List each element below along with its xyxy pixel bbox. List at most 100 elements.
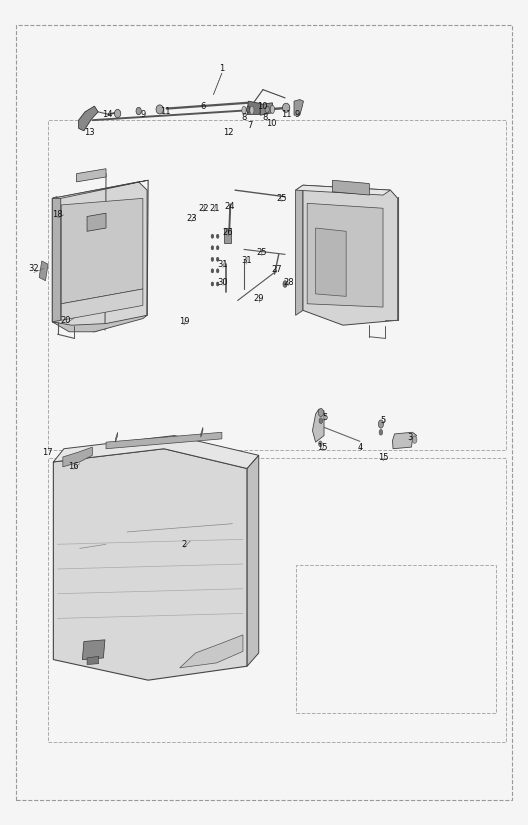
Ellipse shape: [216, 234, 219, 238]
Text: 9: 9: [295, 110, 300, 119]
Polygon shape: [77, 168, 106, 182]
Text: 8: 8: [241, 113, 247, 122]
Text: 8: 8: [262, 113, 268, 122]
Text: 10: 10: [257, 101, 267, 111]
Polygon shape: [316, 228, 346, 296]
Bar: [48, 458, 506, 742]
Text: 3: 3: [408, 432, 413, 441]
Polygon shape: [52, 182, 147, 332]
Polygon shape: [53, 449, 247, 680]
Text: 11: 11: [160, 106, 170, 116]
Text: 28: 28: [284, 278, 294, 287]
Ellipse shape: [216, 257, 219, 262]
Text: 21: 21: [209, 204, 220, 213]
Ellipse shape: [412, 436, 417, 443]
Ellipse shape: [379, 429, 383, 435]
Polygon shape: [52, 315, 147, 332]
Ellipse shape: [319, 417, 323, 423]
Ellipse shape: [247, 106, 250, 113]
Text: 19: 19: [178, 318, 189, 327]
Text: 13: 13: [84, 128, 95, 137]
Text: 7: 7: [248, 121, 253, 130]
Text: 22: 22: [198, 204, 209, 213]
Text: 20: 20: [61, 316, 71, 325]
Text: 18: 18: [52, 210, 63, 219]
Text: 10: 10: [266, 119, 277, 128]
Ellipse shape: [283, 280, 287, 287]
Ellipse shape: [216, 282, 219, 286]
Polygon shape: [116, 432, 118, 442]
Polygon shape: [79, 106, 98, 131]
Polygon shape: [61, 289, 143, 320]
Ellipse shape: [216, 246, 219, 250]
Text: 14: 14: [102, 110, 112, 119]
Ellipse shape: [270, 106, 275, 114]
Polygon shape: [201, 427, 203, 437]
Text: 1: 1: [219, 64, 224, 73]
Text: 29: 29: [253, 295, 264, 304]
Polygon shape: [52, 196, 61, 322]
Ellipse shape: [211, 234, 214, 238]
Text: 27: 27: [271, 265, 282, 274]
Text: 24: 24: [224, 202, 234, 211]
Ellipse shape: [318, 441, 322, 446]
Ellipse shape: [265, 106, 269, 113]
Polygon shape: [313, 409, 324, 442]
Polygon shape: [247, 101, 261, 115]
Bar: [48, 120, 506, 450]
Polygon shape: [63, 447, 92, 467]
Polygon shape: [307, 203, 383, 307]
Text: 32: 32: [29, 264, 39, 273]
Text: 26: 26: [223, 229, 233, 238]
Text: 25: 25: [277, 194, 287, 203]
Text: 6: 6: [201, 101, 206, 111]
Polygon shape: [82, 640, 105, 659]
Polygon shape: [303, 185, 398, 325]
Polygon shape: [224, 228, 231, 243]
Text: 5: 5: [380, 417, 385, 425]
Polygon shape: [53, 436, 259, 469]
Polygon shape: [260, 103, 272, 116]
Text: 9: 9: [140, 110, 146, 119]
Text: 23: 23: [186, 214, 196, 223]
Text: 4: 4: [357, 442, 362, 451]
Polygon shape: [39, 261, 48, 280]
Polygon shape: [296, 185, 390, 195]
Text: 30: 30: [218, 278, 228, 287]
Text: 31: 31: [218, 260, 228, 269]
Ellipse shape: [156, 105, 164, 114]
Bar: [296, 565, 496, 713]
Text: 11: 11: [281, 110, 291, 119]
Text: 15: 15: [317, 442, 327, 451]
Ellipse shape: [211, 269, 214, 273]
Ellipse shape: [136, 107, 142, 115]
Polygon shape: [87, 213, 106, 231]
Ellipse shape: [211, 257, 214, 262]
Text: 17: 17: [42, 447, 52, 456]
Polygon shape: [392, 432, 417, 449]
Polygon shape: [52, 180, 148, 198]
Polygon shape: [106, 432, 222, 449]
Polygon shape: [294, 100, 304, 116]
Ellipse shape: [216, 269, 219, 273]
Polygon shape: [296, 185, 303, 315]
Text: 16: 16: [68, 461, 79, 470]
Text: 5: 5: [322, 413, 327, 422]
Text: 31: 31: [241, 257, 252, 266]
Text: 25: 25: [257, 248, 267, 257]
Polygon shape: [61, 198, 143, 304]
Ellipse shape: [242, 106, 246, 115]
Text: 15: 15: [378, 453, 388, 462]
Ellipse shape: [115, 110, 121, 118]
Text: 2: 2: [181, 540, 186, 549]
Polygon shape: [333, 180, 369, 195]
Polygon shape: [247, 455, 259, 666]
Ellipse shape: [250, 106, 254, 115]
Ellipse shape: [211, 246, 214, 250]
Ellipse shape: [282, 103, 290, 112]
Ellipse shape: [211, 282, 214, 286]
Polygon shape: [87, 657, 99, 664]
Text: 12: 12: [223, 128, 233, 137]
Polygon shape: [180, 635, 243, 667]
Ellipse shape: [318, 408, 324, 417]
